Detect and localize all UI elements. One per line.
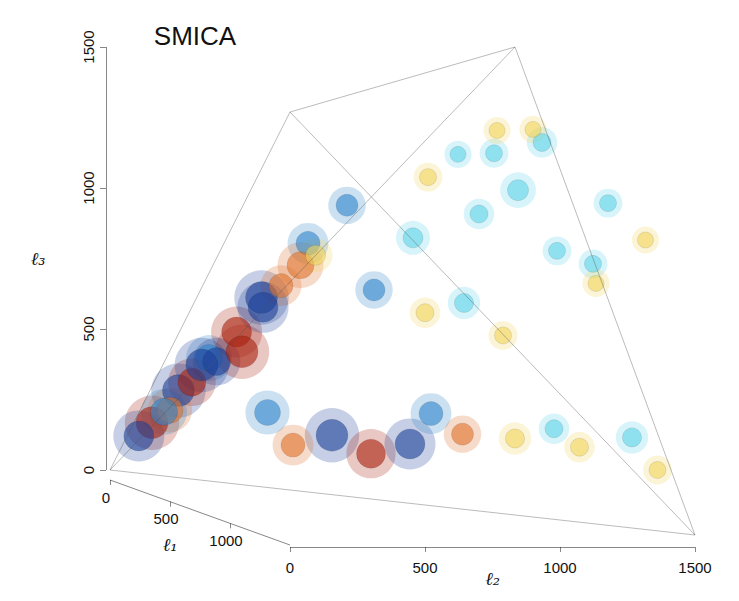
- svg-text:ℓ₃: ℓ₃: [31, 248, 46, 269]
- svg-text:1500: 1500: [80, 30, 97, 63]
- svg-text:0: 0: [102, 489, 110, 506]
- svg-text:0: 0: [80, 466, 97, 474]
- svg-text:1500: 1500: [678, 559, 711, 576]
- svg-text:1000: 1000: [209, 532, 242, 549]
- svg-text:ℓ₁: ℓ₁: [163, 534, 178, 555]
- svg-text:500: 500: [153, 510, 178, 527]
- svg-text:0: 0: [286, 559, 294, 576]
- svg-text:500: 500: [412, 559, 437, 576]
- svg-text:1000: 1000: [80, 171, 97, 204]
- svg-text:1000: 1000: [543, 559, 576, 576]
- svg-text:500: 500: [80, 316, 97, 341]
- svg-text:ℓ₂: ℓ₂: [485, 568, 500, 589]
- svg-text:SMICA: SMICA: [154, 21, 237, 51]
